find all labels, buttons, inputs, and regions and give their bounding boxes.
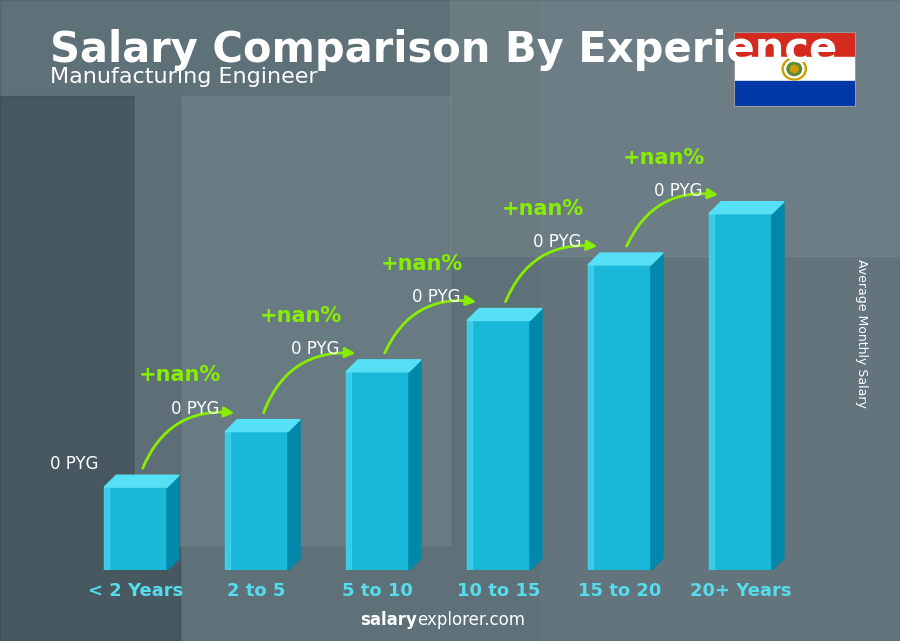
- Bar: [734, 56, 855, 81]
- Text: 0 PYG: 0 PYG: [412, 288, 461, 306]
- Polygon shape: [288, 420, 300, 570]
- Polygon shape: [225, 420, 300, 431]
- Text: +nan%: +nan%: [623, 147, 705, 167]
- Polygon shape: [104, 475, 179, 487]
- Polygon shape: [346, 360, 421, 372]
- Polygon shape: [709, 202, 784, 213]
- Polygon shape: [346, 372, 351, 570]
- Circle shape: [787, 62, 802, 76]
- Polygon shape: [530, 308, 542, 570]
- Text: explorer.com: explorer.com: [417, 612, 525, 629]
- Text: +nan%: +nan%: [501, 199, 584, 219]
- Bar: [540, 0, 900, 641]
- Polygon shape: [409, 360, 421, 570]
- Circle shape: [790, 65, 798, 72]
- Polygon shape: [225, 431, 230, 570]
- Polygon shape: [588, 265, 651, 570]
- Polygon shape: [104, 487, 167, 570]
- Text: 0 PYG: 0 PYG: [292, 340, 340, 358]
- Text: 0 PYG: 0 PYG: [534, 233, 582, 251]
- Text: Average Monthly Salary: Average Monthly Salary: [855, 259, 868, 408]
- Polygon shape: [167, 475, 179, 570]
- Polygon shape: [467, 320, 530, 570]
- Polygon shape: [467, 308, 542, 320]
- Circle shape: [782, 58, 806, 80]
- Text: salary: salary: [360, 612, 417, 629]
- Bar: [734, 81, 855, 106]
- Polygon shape: [709, 213, 772, 570]
- Text: Manufacturing Engineer: Manufacturing Engineer: [50, 67, 317, 87]
- Text: Salary Comparison By Experience: Salary Comparison By Experience: [50, 29, 837, 71]
- Text: +nan%: +nan%: [259, 306, 342, 326]
- Polygon shape: [346, 372, 409, 570]
- Text: 0 PYG: 0 PYG: [50, 455, 98, 473]
- Circle shape: [785, 60, 804, 78]
- Text: 0 PYG: 0 PYG: [654, 181, 703, 199]
- Polygon shape: [588, 253, 663, 265]
- Bar: [734, 32, 855, 56]
- Polygon shape: [651, 253, 663, 570]
- Text: +nan%: +nan%: [139, 365, 220, 385]
- Polygon shape: [225, 431, 288, 570]
- Polygon shape: [104, 487, 109, 570]
- Text: 0 PYG: 0 PYG: [170, 399, 219, 417]
- Text: +nan%: +nan%: [381, 254, 463, 274]
- Polygon shape: [709, 213, 714, 570]
- Bar: [0, 96, 180, 641]
- Bar: [135, 96, 450, 545]
- Polygon shape: [588, 265, 593, 570]
- Polygon shape: [467, 320, 472, 570]
- Polygon shape: [772, 202, 784, 570]
- Bar: [450, 0, 900, 256]
